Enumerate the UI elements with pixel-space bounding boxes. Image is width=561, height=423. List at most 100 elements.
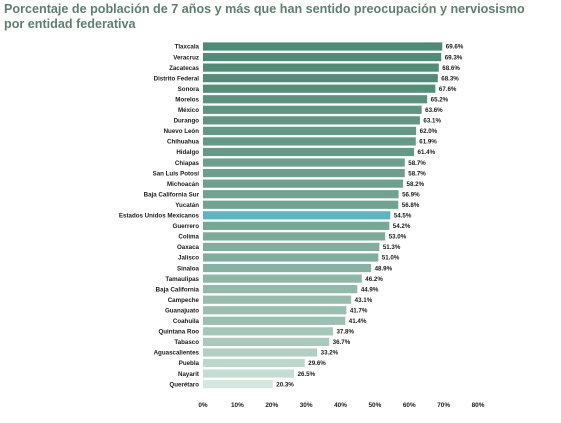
value-label-queretaro: 20.3% bbox=[276, 381, 294, 388]
category-label-sinaloa: Sinaloa bbox=[177, 265, 200, 272]
value-label-veracruz: 69.3% bbox=[445, 54, 463, 61]
category-label-nuevo-leon: Nuevo León bbox=[164, 128, 200, 135]
category-label-baja-california: Baja California bbox=[156, 286, 200, 293]
bar-tabasco bbox=[203, 337, 330, 346]
x-tick-label-0: 0% bbox=[198, 402, 208, 409]
value-label-baja-california: 44.9% bbox=[361, 286, 379, 293]
category-label-queretaro: Querétaro bbox=[169, 381, 199, 388]
category-label-san-luis-potosi: San Luis Potosí bbox=[153, 170, 200, 177]
category-label-quintana-roo: Quintana Roo bbox=[158, 329, 199, 336]
bar-tlaxcala bbox=[203, 42, 443, 51]
bars-layer: Tlaxcala 69.6% Veracruz 69.3% Zacatecas 68.6%… bbox=[119, 42, 464, 388]
bar-guerrero bbox=[203, 221, 390, 230]
category-label-guanajuato: Guanajuato bbox=[165, 307, 199, 314]
value-label-tamaulipas: 46.2% bbox=[365, 276, 383, 283]
bar-puebla bbox=[203, 358, 305, 368]
bar-tamaulipas bbox=[203, 274, 362, 283]
bar-oaxaca bbox=[203, 242, 380, 252]
bar-zacatecas bbox=[203, 63, 439, 72]
category-label-estados-unidos-mexicanos: Estados Unidos Mexicanos bbox=[119, 213, 200, 220]
bar-campeche bbox=[203, 295, 352, 304]
category-label-nayarit: Nayarit bbox=[178, 371, 199, 378]
category-label-yucatan: Yucatán bbox=[175, 202, 199, 209]
value-label-puebla: 29.6% bbox=[308, 360, 326, 367]
bar-nayarit bbox=[203, 369, 295, 378]
category-label-jalisco: Jalisco bbox=[178, 255, 199, 262]
category-label-mexico: México bbox=[178, 107, 199, 114]
x-tick-label-10: 10% bbox=[231, 402, 244, 409]
category-label-tamaulipas: Tamaulipas bbox=[165, 276, 199, 283]
bar-mexico bbox=[203, 105, 422, 114]
bar-yucatan bbox=[203, 200, 399, 209]
value-label-jalisco: 51.0% bbox=[382, 255, 400, 262]
value-label-aguascalientes: 33.2% bbox=[321, 350, 339, 357]
bar-estados-unidos-mexicanos bbox=[203, 211, 391, 220]
value-label-san-luis-potosi: 58.7% bbox=[408, 170, 426, 177]
value-label-baja-california-sur: 56.9% bbox=[402, 191, 420, 198]
value-label-tlaxcala: 69.6% bbox=[446, 44, 464, 51]
category-label-guerrero: Guerrero bbox=[173, 223, 200, 230]
value-label-zacatecas: 68.6% bbox=[442, 65, 460, 72]
x-tick-label-60: 60% bbox=[403, 402, 416, 409]
value-label-sinaloa: 48.9% bbox=[375, 265, 393, 272]
value-label-durango: 63.1% bbox=[423, 118, 441, 125]
bar-jalisco bbox=[203, 253, 379, 262]
value-label-michoacan: 58.2% bbox=[407, 181, 425, 188]
value-label-coahuila: 41.4% bbox=[349, 318, 367, 325]
category-label-durango: Durango bbox=[174, 118, 200, 125]
value-label-sonora: 67.6% bbox=[439, 86, 457, 93]
value-label-quintana-roo: 37.8% bbox=[336, 329, 354, 336]
value-label-nuevo-leon: 62.0% bbox=[420, 128, 438, 135]
bar-san-luis-potosi bbox=[203, 169, 405, 178]
bar-guanajuato bbox=[203, 306, 347, 315]
bar-nuevo-leon bbox=[203, 126, 417, 135]
value-label-tabasco: 36.7% bbox=[333, 339, 351, 346]
category-label-morelos: Morelos bbox=[175, 96, 199, 103]
bar-aguascalientes bbox=[203, 348, 318, 357]
x-tick-label-70: 70% bbox=[437, 402, 450, 409]
x-tick-label-20: 20% bbox=[265, 402, 278, 409]
bar-veracruz bbox=[203, 52, 442, 62]
category-label-distrito-federal: Distrito Federal bbox=[154, 75, 200, 82]
bar-durango bbox=[203, 116, 420, 125]
bar-sonora bbox=[203, 84, 436, 93]
chart-title-line-1: Porcentaje de población de 7 años y más … bbox=[4, 2, 525, 16]
value-label-distrito-federal: 68.3% bbox=[441, 75, 459, 82]
bar-baja-california bbox=[203, 285, 358, 294]
category-label-hidalgo: Hidalgo bbox=[176, 149, 199, 156]
value-label-mexico: 63.6% bbox=[425, 107, 443, 114]
category-label-chiapas: Chiapas bbox=[175, 160, 200, 167]
category-label-aguascalientes: Aguascalientes bbox=[154, 350, 200, 357]
bar-queretaro bbox=[203, 380, 273, 389]
category-label-michoacan: Michoacán bbox=[167, 181, 199, 188]
value-label-oaxaca: 51.3% bbox=[383, 244, 401, 251]
category-label-chihuahua: Chihuahua bbox=[167, 139, 200, 146]
x-tick-label-50: 50% bbox=[368, 402, 381, 409]
category-label-oaxaca: Oaxaca bbox=[177, 244, 200, 251]
value-label-guerrero: 54.2% bbox=[393, 223, 411, 230]
value-label-yucatan: 56.8% bbox=[402, 202, 420, 209]
chart-title-line-2: por entidad federativa bbox=[4, 17, 136, 31]
value-label-morelos: 65.2% bbox=[431, 96, 449, 103]
bar-chihuahua bbox=[203, 137, 416, 146]
category-label-colima: Colima bbox=[178, 234, 199, 241]
x-axis: 0% 10% 20% 30% 40% 50% 60% 70% 80% bbox=[198, 402, 484, 409]
chart-title: Porcentaje de población de 7 años y más … bbox=[4, 2, 556, 32]
category-label-coahuila: Coahuila bbox=[173, 318, 200, 325]
value-label-chiapas: 58.7% bbox=[408, 160, 426, 167]
value-label-colima: 53.0% bbox=[389, 234, 407, 241]
value-label-hidalgo: 61.4% bbox=[418, 149, 436, 156]
x-tick-label-30: 30% bbox=[300, 402, 313, 409]
category-label-baja-california-sur: Baja California Sur bbox=[144, 191, 200, 198]
value-label-estados-unidos-mexicanos: 54.5% bbox=[394, 213, 412, 220]
value-label-campeche: 43.1% bbox=[355, 297, 373, 304]
value-label-chihuahua: 61.9% bbox=[419, 139, 437, 146]
category-label-veracruz: Veracruz bbox=[173, 54, 199, 61]
value-label-nayarit: 26.5% bbox=[298, 371, 316, 378]
category-label-tlaxcala: Tlaxcala bbox=[175, 44, 200, 51]
bar-coahuila bbox=[203, 316, 346, 325]
x-tick-label-40: 40% bbox=[334, 402, 347, 409]
bar-baja-california-sur bbox=[203, 190, 399, 199]
bar-sinaloa bbox=[203, 263, 372, 273]
